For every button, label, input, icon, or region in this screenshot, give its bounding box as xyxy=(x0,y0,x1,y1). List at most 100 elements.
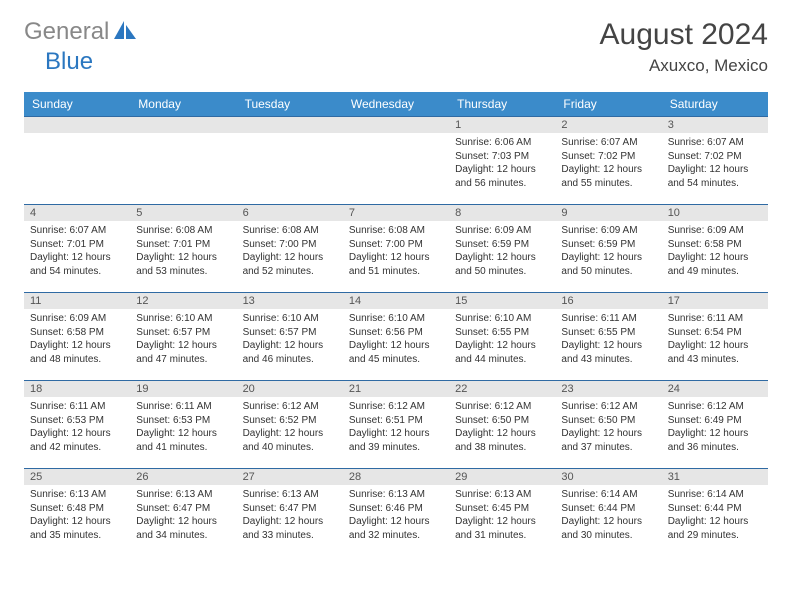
calendar-cell: 15Sunrise: 6:10 AMSunset: 6:55 PMDayligh… xyxy=(449,293,555,381)
cell-body: Sunrise: 6:13 AMSunset: 6:47 PMDaylight:… xyxy=(237,485,343,545)
daylight-line: Daylight: 12 hours and 48 minutes. xyxy=(30,339,124,366)
sunrise-line: Sunrise: 6:13 AM xyxy=(136,488,230,502)
calendar-body: 1Sunrise: 6:06 AMSunset: 7:03 PMDaylight… xyxy=(24,117,768,557)
day-number: 5 xyxy=(130,205,236,221)
daylight-line: Daylight: 12 hours and 50 minutes. xyxy=(561,251,655,278)
empty-daynum xyxy=(130,117,236,133)
daylight-line: Daylight: 12 hours and 42 minutes. xyxy=(30,427,124,454)
daylight-line: Daylight: 12 hours and 30 minutes. xyxy=(561,515,655,542)
sunset-line: Sunset: 6:49 PM xyxy=(668,414,762,428)
sunset-line: Sunset: 6:52 PM xyxy=(243,414,337,428)
day-number: 19 xyxy=(130,381,236,397)
calendar-cell: 11Sunrise: 6:09 AMSunset: 6:58 PMDayligh… xyxy=(24,293,130,381)
sunset-line: Sunset: 6:50 PM xyxy=(561,414,655,428)
cell-body: Sunrise: 6:08 AMSunset: 7:00 PMDaylight:… xyxy=(237,221,343,281)
day-header: Sunday xyxy=(24,92,130,117)
sunrise-line: Sunrise: 6:12 AM xyxy=(561,400,655,414)
sunrise-line: Sunrise: 6:13 AM xyxy=(30,488,124,502)
sunset-line: Sunset: 6:53 PM xyxy=(30,414,124,428)
calendar-cell: 30Sunrise: 6:14 AMSunset: 6:44 PMDayligh… xyxy=(555,469,661,557)
calendar-cell: 17Sunrise: 6:11 AMSunset: 6:54 PMDayligh… xyxy=(662,293,768,381)
sunrise-line: Sunrise: 6:09 AM xyxy=(668,224,762,238)
sunrise-line: Sunrise: 6:12 AM xyxy=(243,400,337,414)
day-number: 25 xyxy=(24,469,130,485)
sunrise-line: Sunrise: 6:13 AM xyxy=(455,488,549,502)
cell-body: Sunrise: 6:09 AMSunset: 6:58 PMDaylight:… xyxy=(662,221,768,281)
day-number: 10 xyxy=(662,205,768,221)
sunrise-line: Sunrise: 6:08 AM xyxy=(349,224,443,238)
calendar-week-row: 1Sunrise: 6:06 AMSunset: 7:03 PMDaylight… xyxy=(24,117,768,205)
calendar-week-row: 11Sunrise: 6:09 AMSunset: 6:58 PMDayligh… xyxy=(24,293,768,381)
sunset-line: Sunset: 6:57 PM xyxy=(243,326,337,340)
sunrise-line: Sunrise: 6:09 AM xyxy=(30,312,124,326)
sunset-line: Sunset: 7:01 PM xyxy=(30,238,124,252)
daylight-line: Daylight: 12 hours and 52 minutes. xyxy=(243,251,337,278)
day-number: 12 xyxy=(130,293,236,309)
sunrise-line: Sunrise: 6:14 AM xyxy=(561,488,655,502)
cell-body: Sunrise: 6:07 AMSunset: 7:02 PMDaylight:… xyxy=(555,133,661,193)
day-number: 4 xyxy=(24,205,130,221)
daylight-line: Daylight: 12 hours and 46 minutes. xyxy=(243,339,337,366)
sunrise-line: Sunrise: 6:09 AM xyxy=(561,224,655,238)
daylight-line: Daylight: 12 hours and 29 minutes. xyxy=(668,515,762,542)
calendar-week-row: 18Sunrise: 6:11 AMSunset: 6:53 PMDayligh… xyxy=(24,381,768,469)
sunrise-line: Sunrise: 6:10 AM xyxy=(349,312,443,326)
daylight-line: Daylight: 12 hours and 41 minutes. xyxy=(136,427,230,454)
calendar-cell: 22Sunrise: 6:12 AMSunset: 6:50 PMDayligh… xyxy=(449,381,555,469)
daylight-line: Daylight: 12 hours and 34 minutes. xyxy=(136,515,230,542)
cell-body: Sunrise: 6:13 AMSunset: 6:47 PMDaylight:… xyxy=(130,485,236,545)
sunset-line: Sunset: 7:00 PM xyxy=(243,238,337,252)
day-number: 14 xyxy=(343,293,449,309)
month-title: August 2024 xyxy=(600,18,768,52)
sunrise-line: Sunrise: 6:11 AM xyxy=(30,400,124,414)
calendar-cell: 2Sunrise: 6:07 AMSunset: 7:02 PMDaylight… xyxy=(555,117,661,205)
empty-daynum xyxy=(343,117,449,133)
day-number: 1 xyxy=(449,117,555,133)
calendar-cell: 14Sunrise: 6:10 AMSunset: 6:56 PMDayligh… xyxy=(343,293,449,381)
day-number: 15 xyxy=(449,293,555,309)
calendar-cell: 28Sunrise: 6:13 AMSunset: 6:46 PMDayligh… xyxy=(343,469,449,557)
sunrise-line: Sunrise: 6:13 AM xyxy=(349,488,443,502)
cell-body: Sunrise: 6:08 AMSunset: 7:00 PMDaylight:… xyxy=(343,221,449,281)
daylight-line: Daylight: 12 hours and 37 minutes. xyxy=(561,427,655,454)
cell-body: Sunrise: 6:07 AMSunset: 7:01 PMDaylight:… xyxy=(24,221,130,281)
cell-body: Sunrise: 6:07 AMSunset: 7:02 PMDaylight:… xyxy=(662,133,768,193)
daylight-line: Daylight: 12 hours and 45 minutes. xyxy=(349,339,443,366)
calendar-cell xyxy=(24,117,130,205)
daylight-line: Daylight: 12 hours and 33 minutes. xyxy=(243,515,337,542)
sunset-line: Sunset: 7:02 PM xyxy=(668,150,762,164)
sunrise-line: Sunrise: 6:12 AM xyxy=(455,400,549,414)
calendar-page: General August 2024 Axuxco, Mexico Blue … xyxy=(0,0,792,575)
cell-body: Sunrise: 6:10 AMSunset: 6:56 PMDaylight:… xyxy=(343,309,449,369)
cell-body: Sunrise: 6:09 AMSunset: 6:59 PMDaylight:… xyxy=(555,221,661,281)
calendar-cell: 29Sunrise: 6:13 AMSunset: 6:45 PMDayligh… xyxy=(449,469,555,557)
sunset-line: Sunset: 7:03 PM xyxy=(455,150,549,164)
day-number: 20 xyxy=(237,381,343,397)
sunset-line: Sunset: 6:47 PM xyxy=(243,502,337,516)
calendar-cell: 10Sunrise: 6:09 AMSunset: 6:58 PMDayligh… xyxy=(662,205,768,293)
calendar-cell: 26Sunrise: 6:13 AMSunset: 6:47 PMDayligh… xyxy=(130,469,236,557)
day-number: 30 xyxy=(555,469,661,485)
sunrise-line: Sunrise: 6:09 AM xyxy=(455,224,549,238)
calendar-cell: 12Sunrise: 6:10 AMSunset: 6:57 PMDayligh… xyxy=(130,293,236,381)
cell-body: Sunrise: 6:11 AMSunset: 6:53 PMDaylight:… xyxy=(24,397,130,457)
daylight-line: Daylight: 12 hours and 54 minutes. xyxy=(668,163,762,190)
sunrise-line: Sunrise: 6:11 AM xyxy=(561,312,655,326)
day-number: 24 xyxy=(662,381,768,397)
sunrise-line: Sunrise: 6:10 AM xyxy=(455,312,549,326)
cell-body: Sunrise: 6:12 AMSunset: 6:50 PMDaylight:… xyxy=(555,397,661,457)
calendar-cell: 31Sunrise: 6:14 AMSunset: 6:44 PMDayligh… xyxy=(662,469,768,557)
sunrise-line: Sunrise: 6:11 AM xyxy=(136,400,230,414)
daylight-line: Daylight: 12 hours and 43 minutes. xyxy=(561,339,655,366)
calendar-cell: 5Sunrise: 6:08 AMSunset: 7:01 PMDaylight… xyxy=(130,205,236,293)
sunrise-line: Sunrise: 6:07 AM xyxy=(30,224,124,238)
sunset-line: Sunset: 6:46 PM xyxy=(349,502,443,516)
calendar-cell xyxy=(237,117,343,205)
sunset-line: Sunset: 6:55 PM xyxy=(455,326,549,340)
day-number: 17 xyxy=(662,293,768,309)
sunrise-line: Sunrise: 6:11 AM xyxy=(668,312,762,326)
sunset-line: Sunset: 7:02 PM xyxy=(561,150,655,164)
title-block: August 2024 Axuxco, Mexico xyxy=(600,18,768,76)
day-number: 22 xyxy=(449,381,555,397)
day-header: Wednesday xyxy=(343,92,449,117)
